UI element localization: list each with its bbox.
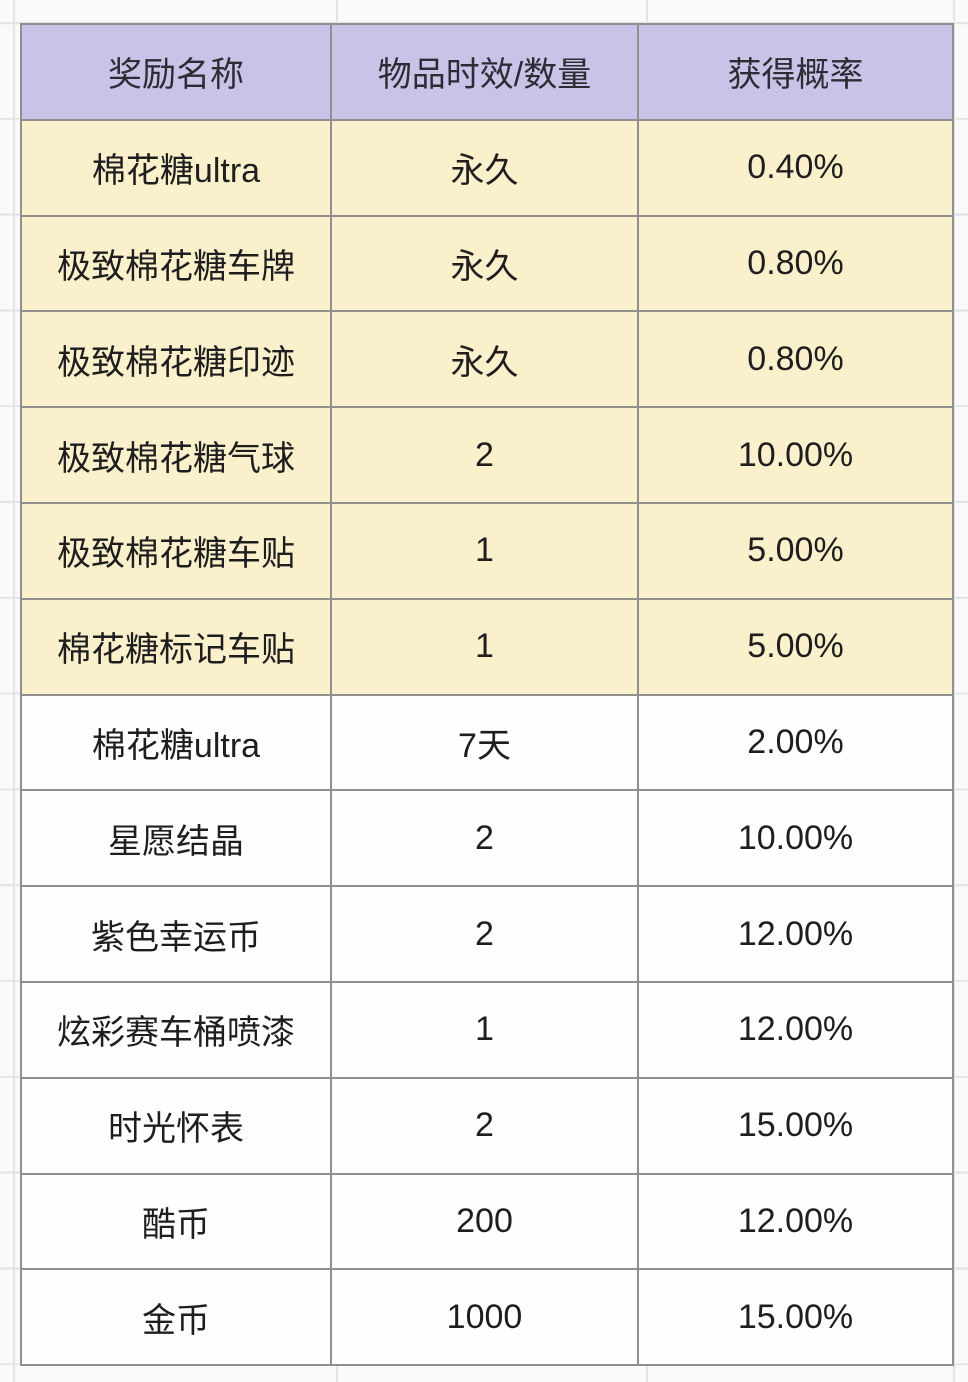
cell-duration-quantity: 1000 (330, 1268, 639, 1367)
cell-reward-name: 星愿结晶 (20, 789, 332, 888)
cell-reward-name: 棉花糖标记车贴 (20, 597, 332, 696)
cell-probability: 15.00% (637, 1268, 954, 1367)
cell-duration-quantity: 2 (330, 1076, 639, 1175)
cell-duration-quantity: 2 (330, 406, 639, 504)
header-cell-duration-quantity: 物品时效/数量 (330, 23, 639, 121)
cell-probability: 10.00% (637, 406, 954, 504)
table-row: 酷币 200 12.00% (20, 1172, 954, 1271)
cell-reward-name: 酷币 (20, 1172, 332, 1271)
table-row: 棉花糖ultra 7天 2.00% (20, 693, 954, 792)
cell-probability: 12.00% (637, 1172, 954, 1271)
cell-reward-name: 极致棉花糖车牌 (20, 214, 332, 313)
background-gridline-vertical (953, 0, 955, 1382)
table-row: 极致棉花糖气球 2 10.00% (20, 406, 954, 504)
cell-reward-name: 极致棉花糖车贴 (20, 501, 332, 600)
cell-duration-quantity: 永久 (330, 214, 639, 313)
cell-reward-name: 极致棉花糖气球 (20, 406, 332, 504)
cell-reward-name: 极致棉花糖印迹 (20, 310, 332, 409)
cell-duration-quantity: 1 (330, 597, 639, 696)
cell-probability: 5.00% (637, 597, 954, 696)
table-row: 紫色幸运币 2 12.00% (20, 885, 954, 983)
cell-duration-quantity: 永久 (330, 310, 639, 409)
cell-reward-name: 紫色幸运币 (20, 885, 332, 983)
table-header: 奖励名称 物品时效/数量 获得概率 (20, 23, 954, 121)
cell-probability: 2.00% (637, 693, 954, 792)
table-row: 极致棉花糖印迹 永久 0.80% (20, 310, 954, 409)
table-row: 金币 1000 15.00% (20, 1268, 954, 1367)
header-cell-reward-name: 奖励名称 (20, 23, 332, 121)
table-row: 炫彩赛车桶喷漆 1 12.00% (20, 980, 954, 1079)
cell-probability: 10.00% (637, 789, 954, 888)
cell-probability: 5.00% (637, 501, 954, 600)
cell-reward-name: 棉花糖ultra (20, 118, 332, 217)
cell-duration-quantity: 2 (330, 789, 639, 888)
cell-reward-name: 炫彩赛车桶喷漆 (20, 980, 332, 1079)
cell-duration-quantity: 7天 (330, 693, 639, 792)
cell-duration-quantity: 永久 (330, 118, 639, 217)
cell-probability: 12.00% (637, 885, 954, 983)
reward-table-body: 棉花糖ultra 永久 0.40% 极致棉花糖车牌 永久 0.80% 极致棉花糖… (20, 118, 954, 1367)
header-cell-probability: 获得概率 (637, 23, 954, 121)
cell-duration-quantity: 200 (330, 1172, 639, 1271)
cell-probability: 12.00% (637, 980, 954, 1079)
table-row: 时光怀表 2 15.00% (20, 1076, 954, 1175)
table-row: 棉花糖标记车贴 1 5.00% (20, 597, 954, 696)
cell-duration-quantity: 2 (330, 885, 639, 983)
table-row: 极致棉花糖车牌 永久 0.80% (20, 214, 954, 313)
cell-reward-name: 时光怀表 (20, 1076, 332, 1175)
header-row: 奖励名称 物品时效/数量 获得概率 (20, 23, 954, 121)
cell-probability: 0.40% (637, 118, 954, 217)
cell-duration-quantity: 1 (330, 501, 639, 600)
cell-reward-name: 棉花糖ultra (20, 693, 332, 792)
background-gridline-vertical (13, 0, 15, 1382)
cell-duration-quantity: 1 (330, 980, 639, 1079)
cell-probability: 15.00% (637, 1076, 954, 1175)
cell-reward-name: 金币 (20, 1268, 332, 1367)
table-row: 棉花糖ultra 永久 0.40% (20, 118, 954, 217)
cell-probability: 0.80% (637, 310, 954, 409)
table-row: 星愿结晶 2 10.00% (20, 789, 954, 888)
table-row: 极致棉花糖车贴 1 5.00% (20, 501, 954, 600)
reward-probability-table: 奖励名称 物品时效/数量 获得概率 棉花糖ultra 永久 0.40% 极致棉花… (20, 23, 954, 1367)
cell-probability: 0.80% (637, 214, 954, 313)
